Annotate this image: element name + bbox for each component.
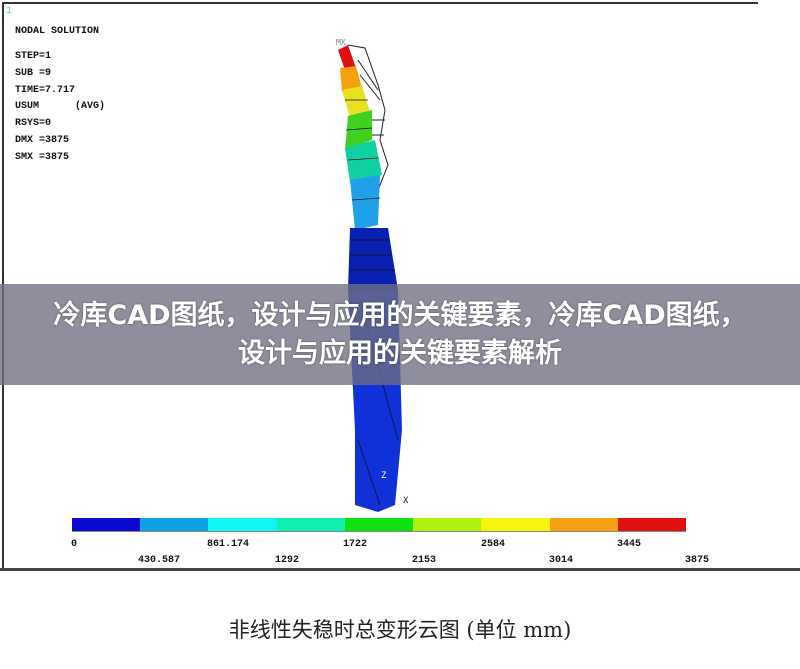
legend-color-band [413, 518, 482, 531]
legend-tick: 0 [71, 539, 78, 550]
legend-color-band [276, 518, 345, 531]
info-smx: SMX =3875 [15, 152, 70, 163]
banner-title: 冷库CAD图纸，设计与应用的关键要素，冷库CAD图纸，设计与应用的关键要素解析 [53, 299, 747, 369]
region-orange [340, 66, 362, 92]
legend-color-band [208, 518, 277, 531]
region-darkblue [348, 228, 398, 290]
info-sub: SUB =9 [15, 68, 52, 79]
window-number: 1 [6, 6, 13, 17]
legend-tick: 2153 [412, 555, 437, 566]
figure-caption: 非线性失稳时总变形云图 (单位 mm) [228, 618, 572, 642]
info-rsys: RSYS=0 [15, 118, 52, 129]
legend-tick: 3445 [617, 539, 642, 550]
axis-x-label: X [403, 496, 409, 506]
legend-tick: 1292 [275, 555, 300, 566]
info-usum: USUM (AVG) [15, 101, 106, 112]
axis-z-label: Z [381, 471, 387, 481]
region-green [345, 110, 372, 150]
legend-tick: 430.587 [138, 555, 181, 566]
legend-tick: 3014 [549, 555, 574, 566]
legend-tick: 3875 [685, 555, 710, 566]
region-yellow [342, 86, 370, 118]
title-banner: 冷库CAD图纸，设计与应用的关键要素，冷库CAD图纸，设计与应用的关键要素解析 [0, 284, 800, 385]
legend-tick: 861.174 [207, 539, 250, 550]
legend-color-band [72, 518, 141, 531]
info-time: TIME=7.717 [15, 85, 76, 96]
legend-color-band [549, 518, 618, 531]
legend-color-band [344, 518, 414, 531]
legend-tick: 2584 [481, 539, 506, 550]
legend-tick: 1722 [343, 539, 368, 550]
region-red [338, 45, 356, 70]
undeformed-outline [347, 44, 389, 216]
legend-color-band [617, 518, 686, 531]
plot-title: NODAL SOLUTION [15, 26, 100, 37]
frame-divider [0, 568, 800, 571]
legend-color-band [140, 518, 209, 531]
region-lightblue [350, 175, 380, 230]
legend-color-band [481, 518, 550, 531]
contour-legend-bar [72, 518, 686, 531]
region-teal [345, 140, 382, 182]
info-step: STEP=1 [15, 51, 52, 62]
info-dmx: DMX =3875 [15, 135, 70, 146]
max-marker: MX [336, 38, 346, 47]
